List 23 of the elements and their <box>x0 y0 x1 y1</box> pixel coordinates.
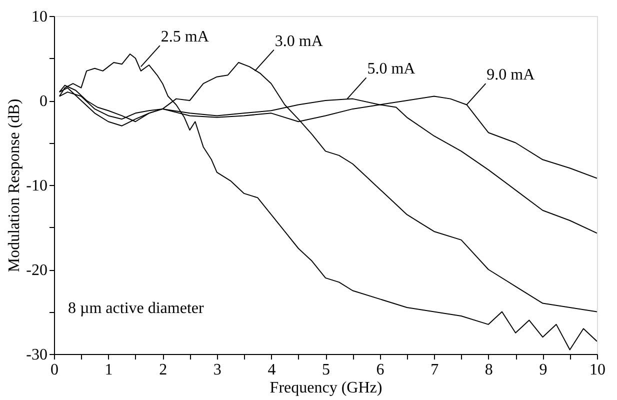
annotation: 5.0 mA <box>367 60 416 78</box>
x-tick-label: 8 <box>484 362 493 378</box>
y-axis-title: Modulation Response (dB) <box>6 98 24 272</box>
y-tick-label: -30 <box>26 346 48 364</box>
x-tick-label: 10 <box>590 362 606 378</box>
x-tick-label: 1 <box>104 362 113 378</box>
annotation: 2.5 mA <box>160 28 210 46</box>
annotation: 8 µm active diameter <box>68 300 204 317</box>
x-tick-label: 7 <box>430 362 439 378</box>
y-tick-label: -10 <box>26 178 48 194</box>
annotation: 9.0 mA <box>486 66 536 84</box>
x-axis-title: Frequency (GHz) <box>270 380 382 396</box>
x-tick-label: 5 <box>322 362 330 378</box>
annotation: 3.0 mA <box>274 32 324 50</box>
x-tick-label: 9 <box>539 362 548 378</box>
y-tick-label: 0 <box>40 93 48 110</box>
x-tick-label: 4 <box>268 362 276 378</box>
y-tick-label: -20 <box>26 262 48 279</box>
x-tick-label: 3 <box>213 362 222 378</box>
x-tick-label: 6 <box>376 362 384 378</box>
x-tick-label: 2 <box>159 362 168 378</box>
x-tick-label: 0 <box>50 362 58 378</box>
y-tick-label: 10 <box>32 8 48 26</box>
